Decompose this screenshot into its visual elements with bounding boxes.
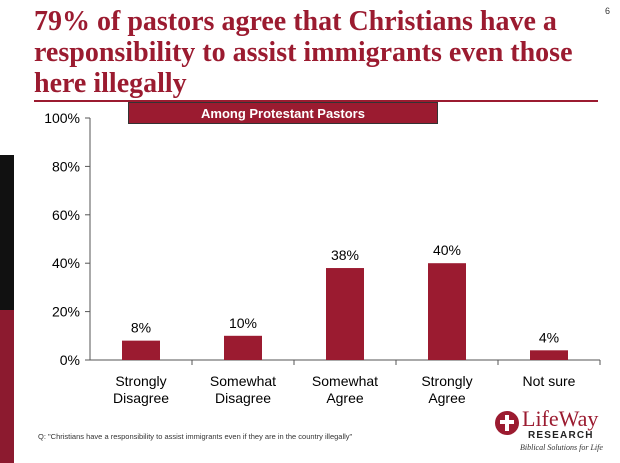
data-label: 4%	[539, 329, 559, 345]
y-tick-label: 80%	[52, 158, 80, 174]
page-number: 6	[604, 6, 610, 16]
data-label: 8%	[131, 320, 151, 336]
bar	[428, 263, 466, 360]
x-category-label: Somewhat	[210, 373, 276, 389]
x-category-label: Agree	[428, 390, 466, 406]
x-category-label: Strongly	[115, 373, 166, 389]
question-footnote: Q: "Christians have a responsibility to …	[38, 432, 353, 441]
chart-banner: Among Protestant Pastors	[128, 102, 438, 124]
x-category-label: Not sure	[523, 373, 576, 389]
y-tick-label: 40%	[52, 255, 80, 271]
bar	[530, 350, 568, 360]
y-tick-label: 0%	[60, 352, 80, 368]
logo-research: RESEARCH	[528, 430, 594, 441]
y-tick-label: 20%	[52, 304, 80, 320]
lifeway-logo: LifeWay RESEARCH Biblical Solutions for …	[490, 406, 615, 458]
side-accent-bottom	[0, 310, 14, 463]
x-category-label: Disagree	[113, 390, 169, 406]
y-tick-label: 100%	[44, 110, 80, 126]
bar	[122, 340, 160, 360]
data-label: 38%	[331, 247, 359, 263]
logo-wordmark: LifeWay	[522, 406, 599, 431]
cross-icon	[495, 411, 519, 435]
y-tick-label: 60%	[52, 207, 80, 223]
x-category-label: Agree	[326, 390, 364, 406]
logo-tagline: Biblical Solutions for Life	[520, 443, 603, 452]
data-label: 10%	[229, 315, 257, 331]
data-label: 40%	[433, 242, 461, 258]
x-category-label: Disagree	[215, 390, 271, 406]
title-divider	[34, 100, 598, 102]
slide-title: 79% of pastors agree that Christians hav…	[34, 6, 573, 99]
side-accent-top	[0, 0, 14, 155]
bar	[224, 335, 262, 360]
x-category-label: Strongly	[421, 373, 472, 389]
bar	[326, 268, 364, 360]
x-category-label: Somewhat	[312, 373, 378, 389]
side-accent-middle	[0, 155, 14, 310]
